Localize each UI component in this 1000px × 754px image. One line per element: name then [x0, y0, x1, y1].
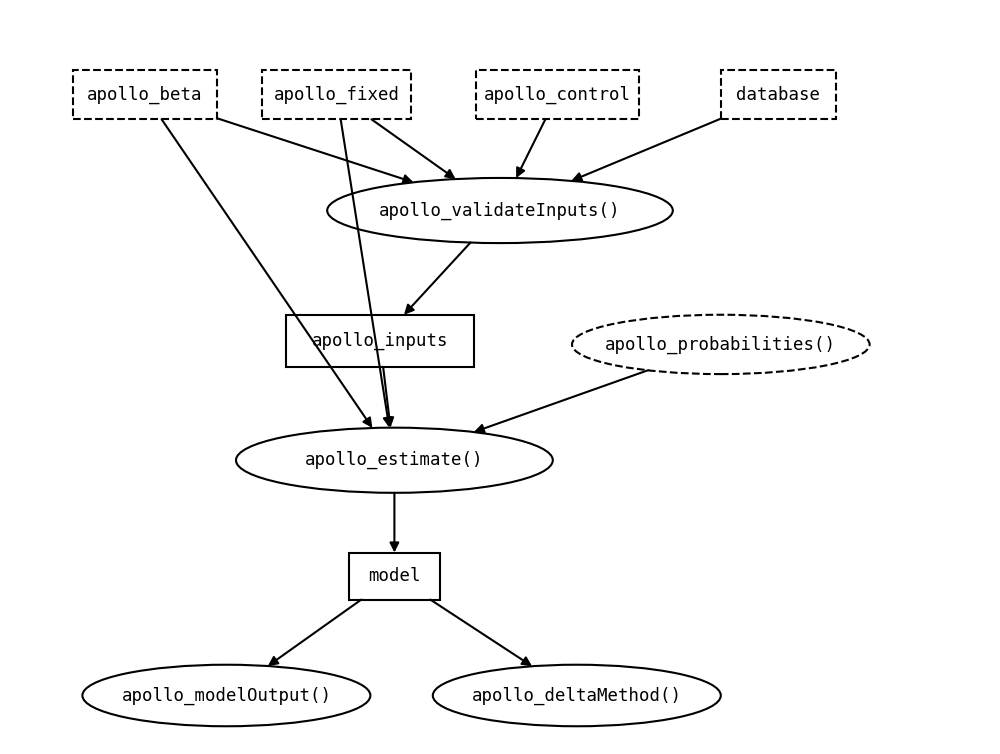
Text: apollo_beta: apollo_beta	[87, 85, 203, 104]
Text: apollo_control: apollo_control	[484, 85, 631, 104]
FancyBboxPatch shape	[262, 70, 411, 119]
Text: database: database	[736, 86, 820, 104]
Text: apollo_deltaMethod(): apollo_deltaMethod()	[472, 686, 682, 705]
Text: apollo_inputs: apollo_inputs	[312, 332, 448, 350]
FancyBboxPatch shape	[476, 70, 639, 119]
Text: apollo_probabilities(): apollo_probabilities()	[605, 336, 836, 354]
Text: apollo_validateInputs(): apollo_validateInputs()	[379, 201, 621, 219]
FancyBboxPatch shape	[286, 314, 474, 367]
Ellipse shape	[433, 665, 721, 726]
Ellipse shape	[327, 178, 673, 243]
Ellipse shape	[236, 428, 553, 493]
Ellipse shape	[572, 314, 870, 374]
FancyBboxPatch shape	[721, 70, 836, 119]
Text: apollo_estimate(): apollo_estimate()	[305, 451, 484, 470]
Ellipse shape	[82, 665, 370, 726]
FancyBboxPatch shape	[349, 553, 440, 599]
Text: model: model	[368, 567, 421, 585]
FancyBboxPatch shape	[73, 70, 217, 119]
Text: apollo_modelOutput(): apollo_modelOutput()	[121, 686, 331, 705]
Text: apollo_fixed: apollo_fixed	[274, 85, 400, 104]
